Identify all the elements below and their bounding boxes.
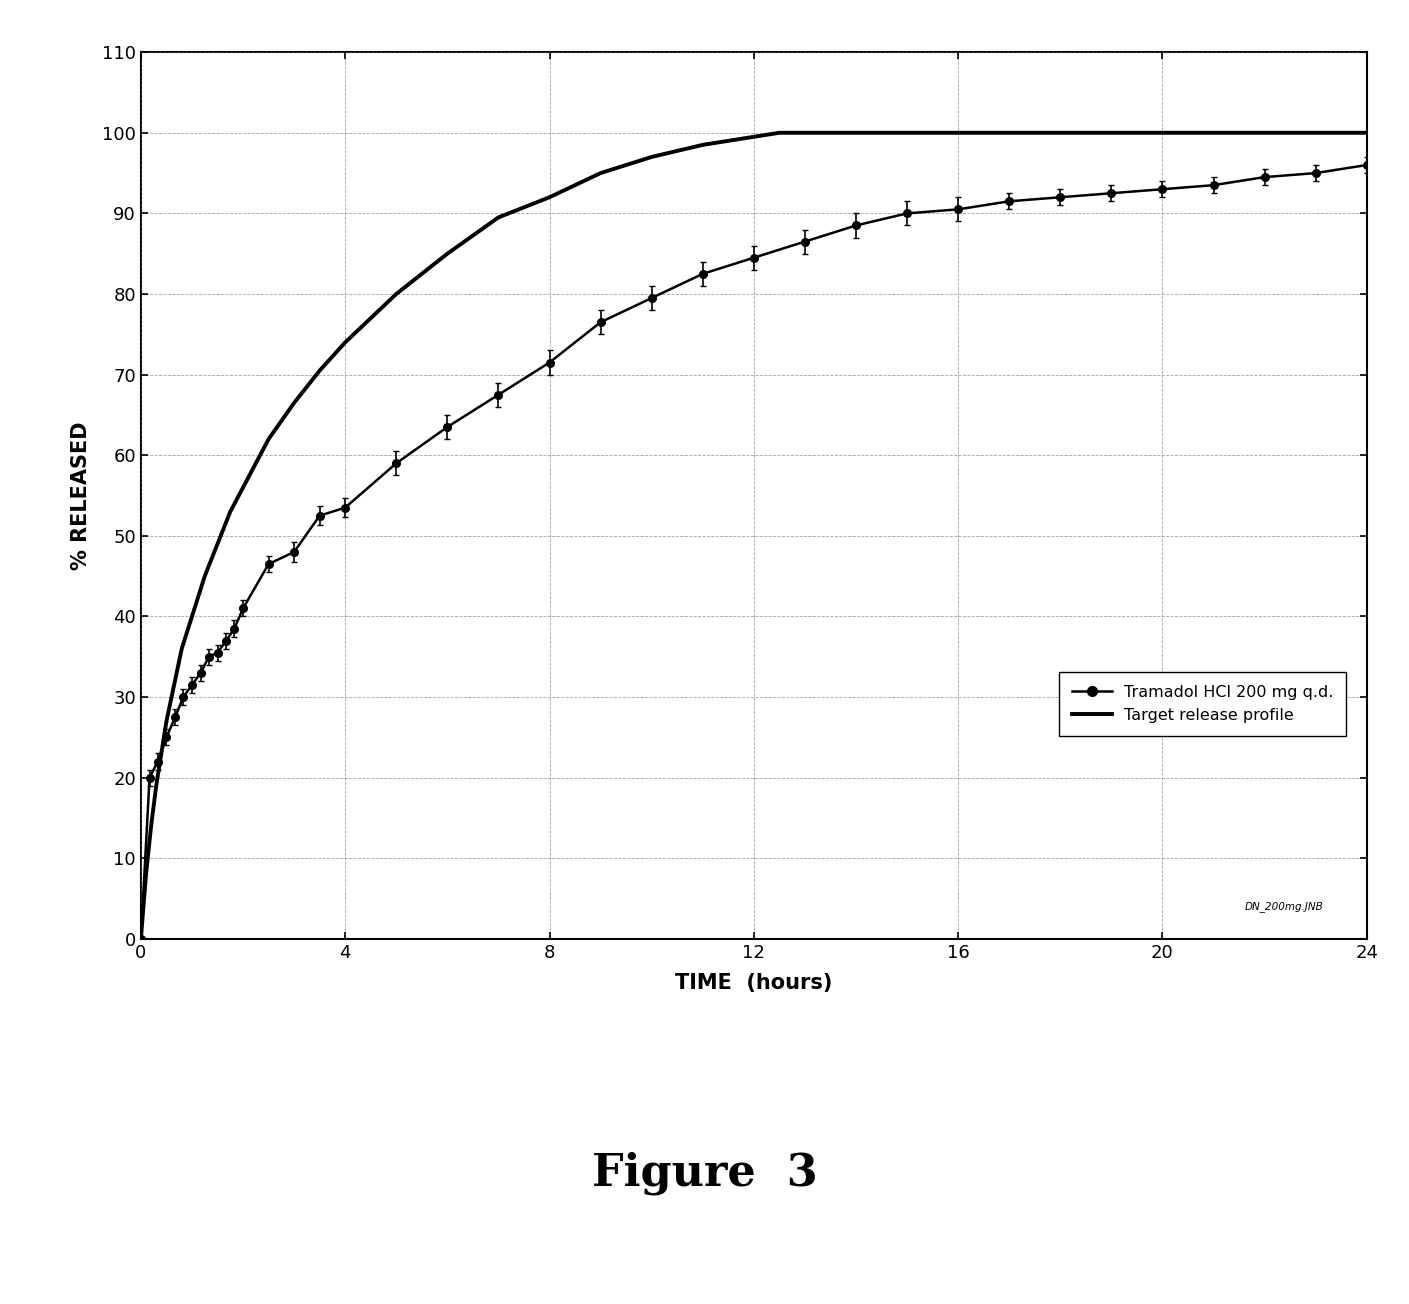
Target release profile	[173, 640, 190, 656]
Target release profile	[196, 569, 213, 584]
Target release profile	[1000, 125, 1017, 141]
Target release profile	[1308, 125, 1324, 141]
Target release profile	[1257, 125, 1274, 141]
Line: Target release profile: Target release profile	[141, 133, 1367, 939]
Target release profile	[261, 432, 278, 447]
Target release profile	[912, 125, 929, 141]
Target release profile	[745, 129, 762, 145]
Target release profile	[771, 125, 788, 141]
Target release profile	[148, 778, 165, 794]
Target release profile	[1205, 125, 1222, 141]
X-axis label: TIME  (hours): TIME (hours)	[675, 973, 833, 992]
Target release profile	[950, 125, 967, 141]
Legend: Tramadol HCl 200 mg q.d., Target release profile: Tramadol HCl 200 mg q.d., Target release…	[1058, 673, 1347, 735]
Target release profile	[286, 395, 303, 411]
Target release profile	[1154, 125, 1171, 141]
Target release profile	[643, 149, 659, 164]
Target release profile	[311, 363, 328, 378]
Target release profile	[847, 125, 864, 141]
Target release profile	[163, 690, 180, 705]
Target release profile	[440, 246, 457, 262]
Target release profile	[490, 210, 507, 226]
Target release profile	[221, 503, 238, 519]
Target release profile	[796, 125, 813, 141]
Y-axis label: % RELEASED: % RELEASED	[70, 421, 92, 570]
Target release profile	[1358, 125, 1375, 141]
Target release profile	[541, 189, 558, 205]
Target release profile	[1051, 125, 1069, 141]
Target release profile	[142, 818, 159, 833]
Text: Figure  3: Figure 3	[592, 1151, 817, 1196]
Target release profile	[337, 335, 354, 351]
Target release profile	[387, 286, 404, 301]
Target release profile	[592, 166, 609, 181]
Target release profile	[183, 609, 200, 625]
Target release profile	[1103, 125, 1120, 141]
Target release profile	[138, 867, 155, 883]
Target release profile	[821, 125, 838, 141]
Text: DN_200mg.JNB: DN_200mg.JNB	[1246, 901, 1324, 913]
Target release profile	[924, 125, 941, 141]
Target release profile	[695, 137, 712, 153]
Target release profile	[234, 480, 252, 496]
Target release profile	[209, 536, 225, 552]
Target release profile	[874, 125, 890, 141]
Target release profile	[899, 125, 916, 141]
Target release profile	[168, 665, 185, 681]
Target release profile	[132, 931, 149, 947]
Target release profile	[179, 625, 196, 640]
Target release profile	[158, 713, 175, 729]
Target release profile	[152, 746, 170, 762]
